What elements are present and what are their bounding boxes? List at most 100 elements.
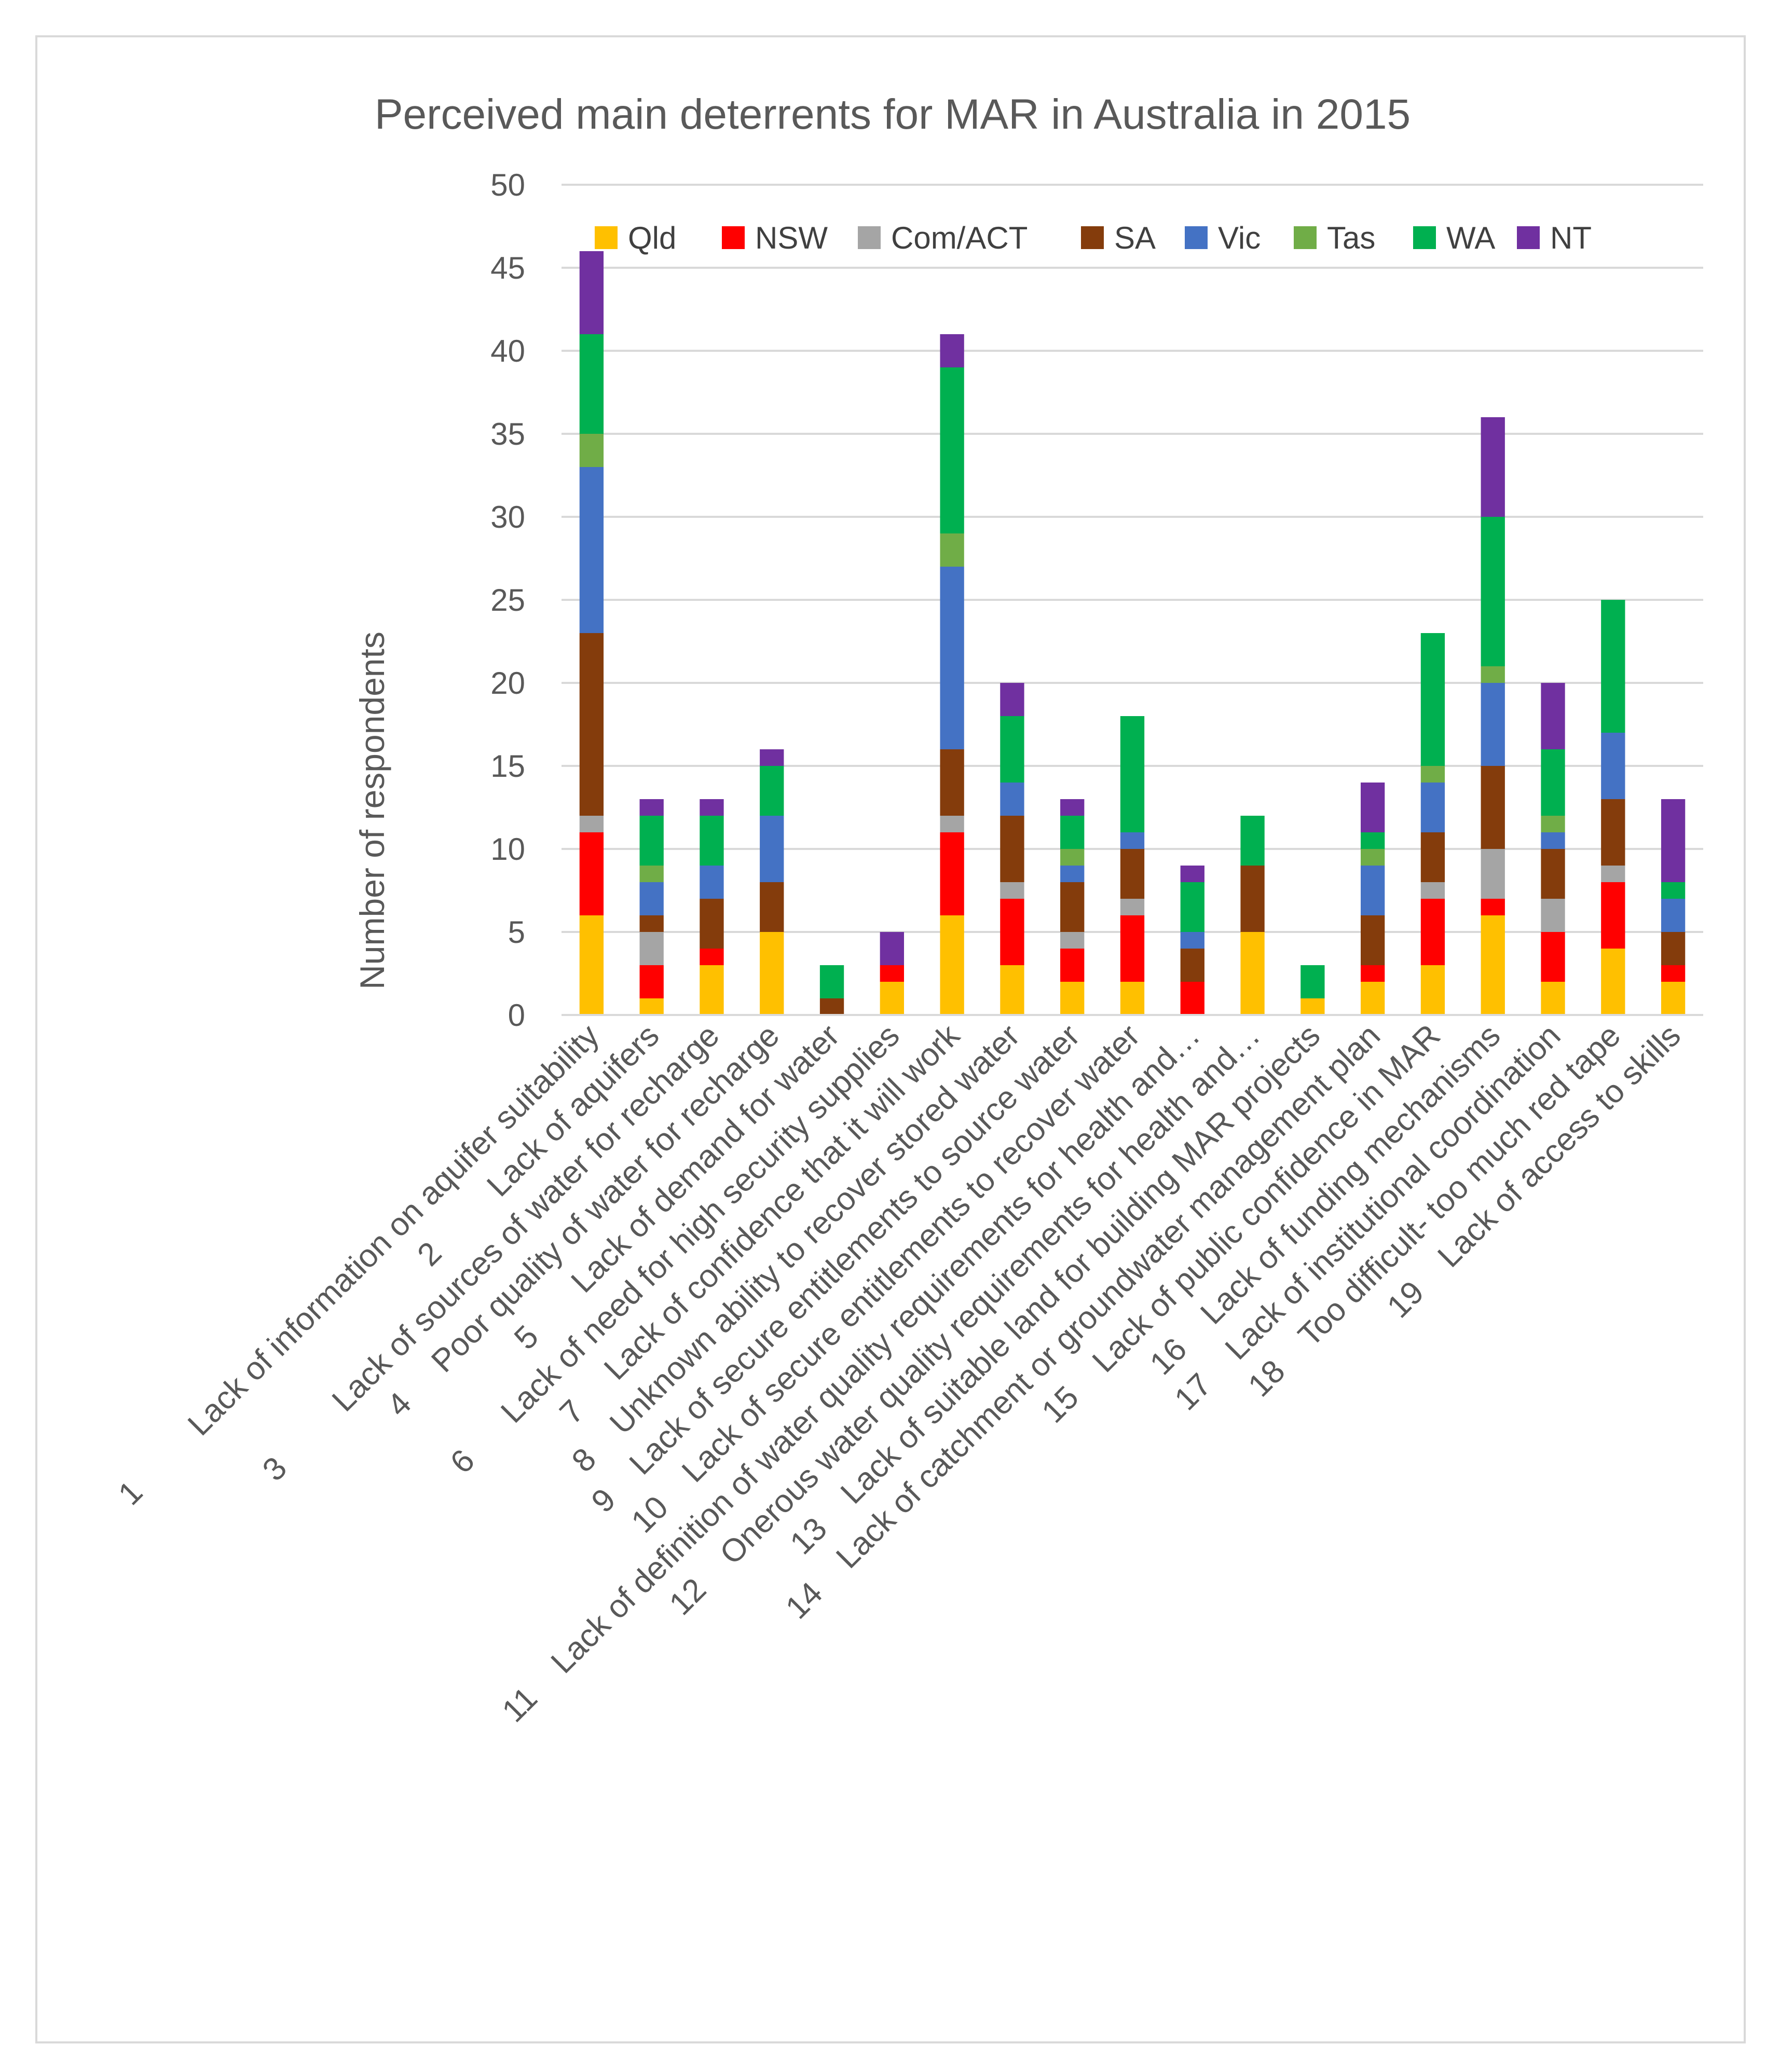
bar-segment-sa xyxy=(1541,849,1565,899)
bar-segment-wa xyxy=(1481,517,1505,666)
legend-label: Com/ACT xyxy=(891,221,1028,255)
bar-segment-nt xyxy=(1541,683,1565,749)
bar-segment-sa xyxy=(1420,832,1445,882)
legend-swatch xyxy=(858,226,881,249)
bar-segment-nt xyxy=(880,932,904,965)
bar-segment-wa xyxy=(819,965,844,998)
y-tick-label: 35 xyxy=(490,417,525,451)
bar-segment-vic xyxy=(760,816,784,882)
bar-segment-tas xyxy=(1541,816,1565,832)
bar-segment-vic xyxy=(1481,683,1505,766)
bar-segment-vic xyxy=(1060,866,1085,882)
y-tick-label: 15 xyxy=(490,749,525,784)
bar-segment-vic xyxy=(1361,866,1385,915)
bar-segment-qld xyxy=(639,998,664,1015)
bar-segment-wa xyxy=(1240,816,1265,866)
y-tick-label: 20 xyxy=(490,666,525,701)
bar-segment-vic xyxy=(700,866,724,899)
bar-segment-vic xyxy=(579,467,604,633)
bar-segment-qld xyxy=(1420,965,1445,1015)
legend-item: Tas xyxy=(1294,221,1375,255)
bar-segment-qld xyxy=(1361,982,1385,1015)
bar-segment-qld xyxy=(1601,949,1625,1015)
bar-segment-nsw xyxy=(639,965,664,998)
bar-segment-qld xyxy=(880,982,904,1015)
bar-segment-nsw xyxy=(700,949,724,965)
bar-segment-wa xyxy=(639,816,664,866)
bar-segment-vic xyxy=(1180,932,1204,949)
bar-segment-nsw xyxy=(1420,899,1445,965)
legend-item: SA xyxy=(1081,221,1156,255)
bar-segment-nsw xyxy=(1661,965,1686,982)
bar-segment-qld xyxy=(1300,998,1325,1015)
legend-item: Com/ACT xyxy=(858,221,1028,255)
y-tick-label: 45 xyxy=(490,251,525,285)
bar-segment-tas xyxy=(1361,849,1385,866)
legend-item: NT xyxy=(1517,221,1592,255)
bar-segment-vic xyxy=(639,882,664,915)
bar-segment-nsw xyxy=(1180,982,1204,1015)
bar-segment-nsw xyxy=(1120,915,1145,982)
bar-segment-wa xyxy=(1601,600,1625,733)
bar-segment-nsw xyxy=(1000,899,1024,965)
bar-segment-qld xyxy=(1000,965,1024,1015)
bar-segment-com-act xyxy=(940,816,964,832)
bar-segment-qld xyxy=(1120,982,1145,1015)
bar-segment-wa xyxy=(579,334,604,434)
bar-segment-nt xyxy=(1361,783,1385,832)
y-tick-label: 30 xyxy=(490,500,525,534)
bar-segment-sa xyxy=(1060,882,1085,932)
bar-segment-nsw xyxy=(1481,899,1505,915)
bar-segment-wa xyxy=(1000,716,1024,783)
bar-segment-com-act xyxy=(1541,899,1565,932)
bar-segment-com-act xyxy=(1420,882,1445,899)
bar-segment-wa xyxy=(1361,832,1385,849)
bar-segment-com-act xyxy=(1481,849,1505,899)
bar-segment-wa xyxy=(700,816,724,866)
legend-item: Vic xyxy=(1185,221,1261,255)
bar-segment-vic xyxy=(940,567,964,749)
y-tick-label: 0 xyxy=(508,998,525,1033)
x-axis-labels: 1 Lack of information on aquifer suitabi… xyxy=(112,1017,1688,1729)
legend-item: NSW xyxy=(722,221,828,255)
bar-segment-sa xyxy=(1361,915,1385,965)
bar-segment-nt xyxy=(639,799,664,816)
bar-segment-nt xyxy=(1481,417,1505,517)
bars xyxy=(579,251,1686,1015)
bar-segment-qld xyxy=(940,915,964,1015)
bar-segment-vic xyxy=(1120,832,1145,849)
bar-segment-qld xyxy=(1481,915,1505,1015)
legend-swatch xyxy=(1185,226,1208,249)
bar-segment-sa xyxy=(1000,816,1024,882)
bar-segment-wa xyxy=(940,367,964,533)
bar-segment-nt xyxy=(940,334,964,367)
bar-segment-tas xyxy=(579,434,604,467)
bar-segment-com-act xyxy=(1060,932,1085,949)
legend-swatch xyxy=(1294,226,1317,249)
bar-segment-sa xyxy=(579,633,604,816)
bar-segment-qld xyxy=(1661,982,1686,1015)
legend: Qld NSW Com/ACT SA Vic Tas WA NT xyxy=(595,221,1592,255)
bar-segment-nsw xyxy=(940,832,964,915)
bar-segment-sa xyxy=(819,998,844,1015)
bar-segment-nsw xyxy=(1060,949,1085,982)
legend-swatch xyxy=(1413,226,1436,249)
y-tick-label: 10 xyxy=(490,832,525,867)
bar-segment-wa xyxy=(1060,816,1085,849)
legend-swatch xyxy=(1517,226,1540,249)
bar-segment-wa xyxy=(1120,716,1145,832)
chart: Perceived main deterrents for MAR in Aus… xyxy=(112,91,1703,1729)
bar-segment-nt xyxy=(1000,683,1024,716)
y-tick-label: 40 xyxy=(490,334,525,368)
y-axis-ticks: 0 5 10 15 20 25 30 35 40 45 50 xyxy=(490,168,525,1033)
bar-segment-sa xyxy=(1180,949,1204,982)
chart-title: Perceived main deterrents for MAR in Aus… xyxy=(375,91,1411,138)
y-tick-label: 5 xyxy=(508,915,525,950)
legend-swatch xyxy=(722,226,745,249)
bar-segment-sa xyxy=(1661,932,1686,965)
bar-segment-nsw xyxy=(880,965,904,982)
bar-segment-wa xyxy=(760,766,784,816)
legend-label: Tas xyxy=(1327,221,1375,255)
bar-segment-sa xyxy=(940,749,964,816)
legend-label: WA xyxy=(1446,221,1495,255)
